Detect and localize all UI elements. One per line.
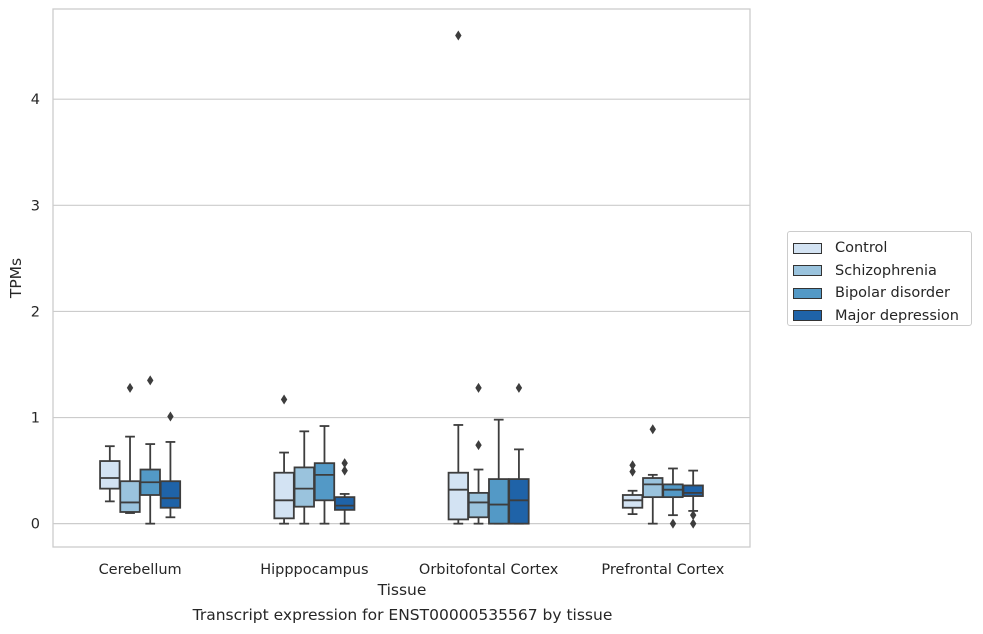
box-0-3 <box>159 411 182 519</box>
box-0-0 <box>99 445 121 503</box>
box-body <box>508 478 530 525</box>
box-1-2 <box>313 425 336 525</box>
box-body <box>293 466 315 508</box>
outlier-point <box>475 440 482 451</box>
box-body <box>159 480 182 509</box>
x-tick-label: Cerebellum <box>99 562 182 578</box>
outlier-point <box>475 382 482 393</box>
outlier-point <box>167 411 174 422</box>
box-1-3 <box>334 458 356 525</box>
y-tick-label: 2 <box>31 304 40 320</box>
box-body <box>642 477 664 499</box>
box-plot-series <box>99 30 704 529</box>
x-tick-label: Prefrontal Cortex <box>601 562 724 578</box>
box-body <box>119 480 141 513</box>
box-1-1 <box>293 430 315 525</box>
outlier-point <box>649 424 656 435</box>
box-body <box>488 478 510 525</box>
outlier-point <box>669 518 677 529</box>
outlier-point <box>280 394 288 405</box>
box-3-0 <box>621 460 644 516</box>
legend: Control Schizophrenia Bipolar disorder M… <box>787 231 972 326</box>
y-axis-label: TPMs <box>7 258 25 299</box>
box-3-2 <box>662 467 684 529</box>
legend-item-control: Control <box>793 237 971 260</box>
y-tick-label: 1 <box>31 411 40 427</box>
box-0-2 <box>139 375 161 525</box>
grid-lines <box>53 98 750 525</box>
legend-label: Major depression <box>835 307 959 324</box>
x-tick-label: Orbitofontal Cortex <box>419 562 559 578</box>
outlier-point <box>515 382 523 393</box>
box-0-1 <box>119 382 141 514</box>
box-body <box>273 471 295 520</box>
outlier-point <box>126 382 134 393</box>
y-tick-label: 0 <box>31 517 40 533</box>
legend-item-major-depression: Major depression <box>793 305 971 328</box>
box-2-1 <box>467 382 490 525</box>
box-3-1 <box>642 424 664 525</box>
box-body <box>447 471 469 521</box>
outlier-point <box>455 30 462 41</box>
legend-swatch <box>793 265 822 277</box>
chart-caption: Transcript expression for ENST0000053556… <box>192 606 613 624</box>
box-1-0 <box>273 394 295 525</box>
legend-label: Schizophrenia <box>835 262 937 279</box>
box-body <box>467 491 490 519</box>
outlier-point <box>147 375 154 386</box>
legend-item-bipolar-disorder: Bipolar disorder <box>793 282 971 305</box>
plot-frame <box>52 8 751 548</box>
x-tick-labels: Cerebellum Hipppocampus Orbitofontal Corte… <box>99 562 725 578</box>
legend-swatch <box>793 310 822 322</box>
outlier-point <box>341 465 348 476</box>
legend-item-schizophrenia: Schizophrenia <box>793 260 971 283</box>
legend-label: Bipolar disorder <box>835 285 950 302</box>
box-body <box>99 460 121 490</box>
x-axis-label: Tissue <box>377 581 427 599</box>
outlier-point <box>629 460 636 471</box>
y-tick-label: 3 <box>31 198 40 214</box>
outlier-point <box>689 510 697 521</box>
box-body <box>313 462 336 502</box>
box-3-3 <box>682 469 704 529</box>
box-2-2 <box>488 418 510 525</box>
box-body <box>621 494 644 509</box>
outlier-point <box>689 518 697 529</box>
legend-swatch <box>793 242 822 254</box>
x-tick-label: Hipppocampus <box>260 562 368 578</box>
box-body <box>682 484 704 497</box>
outlier-point <box>341 458 348 469</box>
box-2-3 <box>508 382 530 525</box>
box-body <box>334 496 356 511</box>
box-body <box>662 483 684 499</box>
legend-label: Control <box>835 240 888 257</box>
outlier-point <box>629 466 636 477</box>
legend-swatch <box>793 287 822 299</box>
box-2-0 <box>447 30 469 525</box>
y-tick-labels: 0 1 2 3 4 <box>31 92 40 532</box>
y-tick-label: 4 <box>31 92 40 108</box>
